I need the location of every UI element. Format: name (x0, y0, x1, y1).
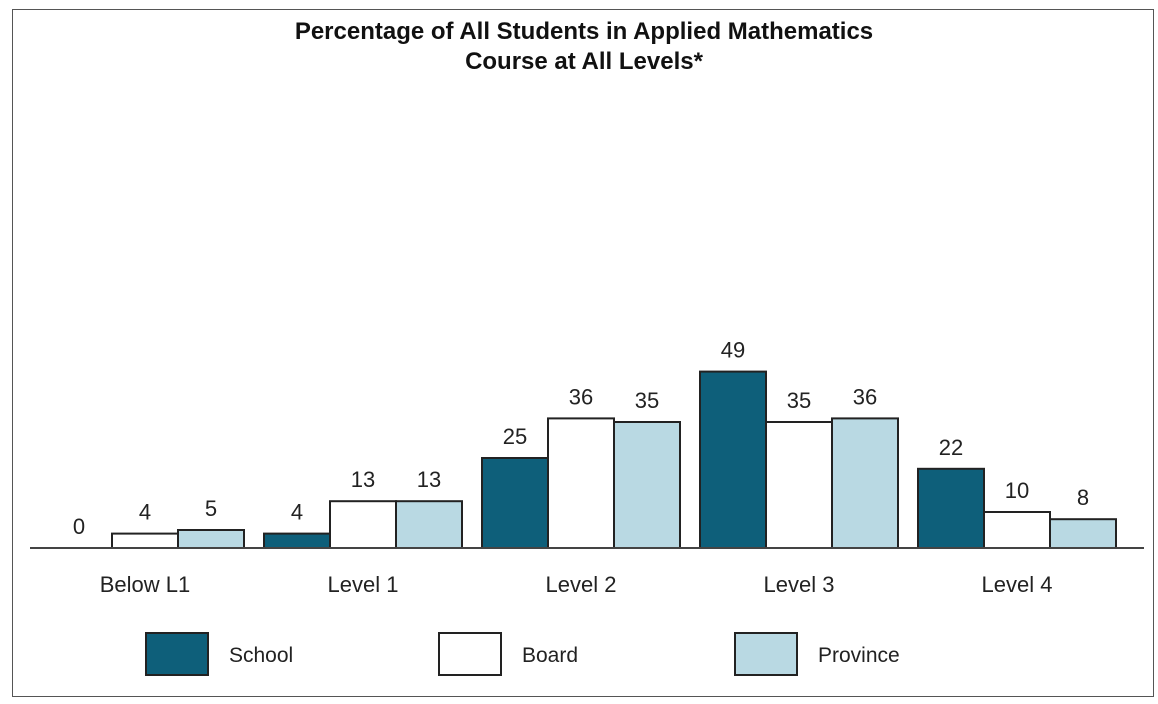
category-label-level-2: Level 2 (546, 572, 617, 597)
data-label-province-level-1: 13 (417, 467, 441, 492)
legend-label-board: Board (522, 644, 579, 667)
category-label-level-4: Level 4 (982, 572, 1053, 597)
chart-title-line2: Course at All Levels* (465, 48, 703, 75)
category-label-level-1: Level 1 (328, 572, 399, 597)
data-label-province-below-l1: 5 (205, 496, 217, 521)
bar-board-level-1 (329, 500, 397, 550)
data-label-board-level-1: 13 (351, 467, 375, 492)
data-label-province-level-2: 35 (635, 388, 659, 413)
data-label-school-below-l1: 0 (73, 514, 85, 539)
bar-school-level-2 (481, 457, 549, 549)
bar-board-below-l1 (111, 532, 179, 549)
chart-frame (12, 9, 1154, 697)
data-label-board-level-2: 36 (569, 384, 593, 409)
category-label-below-l1: Below L1 (100, 572, 191, 597)
data-label-board-level-4: 10 (1005, 478, 1029, 503)
chart-title: Percentage of All Students in Applied Ma… (0, 17, 1158, 77)
legend-swatch-school (145, 632, 209, 676)
bar-province-below-l1 (177, 529, 245, 549)
data-label-province-level-4: 8 (1077, 485, 1089, 510)
chart-title-line1: Percentage of All Students in Applied Ma… (294, 18, 874, 45)
bar-province-level-2 (613, 421, 681, 549)
legend-swatch-province (734, 632, 798, 676)
data-label-school-level-4: 22 (939, 435, 963, 460)
bar-board-level-3 (765, 421, 833, 549)
data-label-school-level-3: 49 (721, 338, 745, 363)
bar-school-level-4 (917, 467, 985, 549)
bar-province-level-1 (395, 500, 463, 550)
category-label-level-3: Level 3 (764, 572, 835, 597)
data-label-board-level-3: 35 (787, 388, 811, 413)
bar-province-level-4 (1049, 518, 1117, 550)
legend-label-province: Province (818, 644, 900, 667)
data-label-province-level-3: 36 (853, 384, 877, 409)
bar-board-level-4 (983, 511, 1051, 549)
legend-label-school: School (229, 644, 294, 667)
data-label-school-level-1: 4 (291, 500, 303, 525)
data-label-school-level-2: 25 (503, 424, 527, 449)
bar-school-level-3 (699, 370, 767, 549)
legend-swatch-board (438, 632, 502, 676)
data-label-board-below-l1: 4 (139, 500, 151, 525)
bar-school-level-1 (263, 532, 331, 549)
bar-province-level-3 (831, 417, 899, 549)
bar-board-level-2 (547, 417, 615, 549)
